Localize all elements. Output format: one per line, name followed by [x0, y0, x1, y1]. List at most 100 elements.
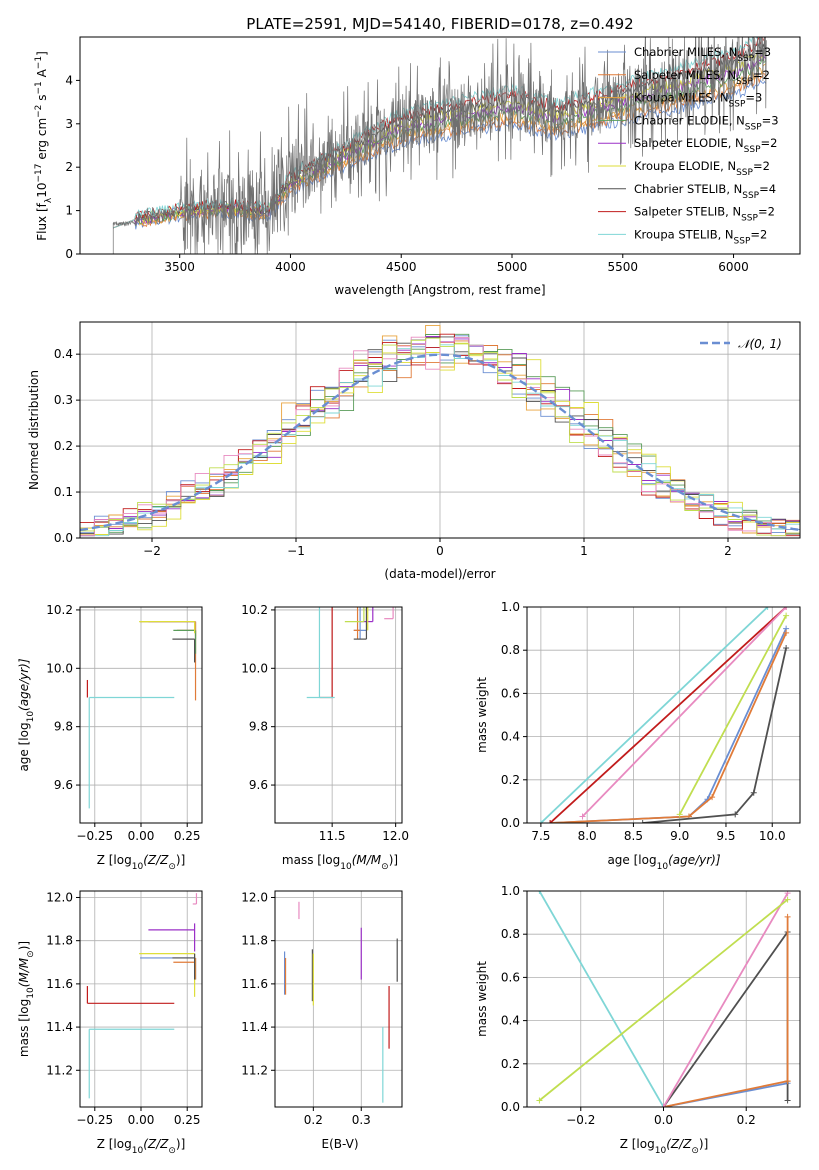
- cum-age-marker: [783, 629, 790, 636]
- spectrum-legend-label-part: =2: [761, 136, 778, 150]
- cum-age-line: [550, 628, 787, 823]
- spectrum-ylabel-part: A: [35, 68, 49, 81]
- cum-z-line: [663, 1080, 788, 1107]
- spectrum-legend-label: Kroupa MILES, NSSP=3: [634, 91, 762, 110]
- mass-ebv-grid: [275, 891, 402, 1107]
- spectrum-legend-label-part: Kroupa STELIB, N: [634, 227, 734, 241]
- spectrum-ylabel-part: erg cm: [35, 118, 49, 164]
- spectrum-plot-area: [112, 37, 767, 254]
- cum-z-ytick-label: 0.4: [501, 1014, 520, 1028]
- cum-age-line: [581, 607, 787, 818]
- cum-age-xtick-label: 8.0: [578, 829, 597, 843]
- age-z-xtick-label: 0.25: [174, 829, 201, 843]
- residuals-histogram: [80, 337, 800, 537]
- spectrum-ytick-label: 2: [65, 160, 73, 174]
- cum-age-ytick-label: 0.8: [501, 643, 520, 657]
- spectrum-legend-label-part: SSP: [737, 54, 754, 64]
- age-mass-point: [353, 607, 367, 640]
- mass-z-point: [173, 957, 197, 980]
- spectrum-legend-label-part: Chabrier ELODIE, N: [634, 113, 745, 127]
- cum-z-line: [538, 898, 789, 1102]
- mass-z-ylabel-part: ⊙: [26, 950, 36, 958]
- cum-age-grid: [527, 606, 800, 824]
- cum-age-xtick-label: 9.0: [670, 829, 689, 843]
- residuals-normal-curve: [80, 353, 800, 532]
- cum-age-marker: [547, 820, 554, 823]
- cum-age-ytick-label: 0.4: [501, 730, 520, 744]
- mass-z-ylabel-part: mass [log: [17, 999, 31, 1057]
- spectrum-xtick-label: 5000: [497, 260, 528, 274]
- mass-ebv-ytick-label: 12.0: [241, 890, 268, 904]
- spectrum-ylabel-part: −1: [34, 81, 44, 94]
- cum-z-marker: [660, 1104, 667, 1107]
- cum-age-xlabel-part: 10: [657, 862, 669, 872]
- age-mass-point: [384, 607, 394, 620]
- mass-z-ytick-label: 12.0: [46, 890, 73, 904]
- cum-age-line: [549, 607, 787, 823]
- spectrum-legend-label-part: =4: [759, 182, 776, 196]
- spectrum-ylabel-part: Flux [f: [35, 202, 49, 240]
- age-mass-xtick-label: 11.5: [319, 829, 346, 843]
- spectrum-legend-label-part: =2: [753, 68, 770, 82]
- cum-age-marker: [783, 645, 790, 652]
- cum-age-marker: [783, 607, 790, 610]
- age-z-xtick-label: 0.00: [128, 829, 155, 843]
- spectrum-ylabel-part: λ: [44, 197, 54, 203]
- cum-age-marker: [709, 794, 716, 801]
- mass-z-ylabel-part: 10: [26, 987, 36, 999]
- age-mass-xtick-label: 12.0: [382, 829, 409, 843]
- mass-z-point: [192, 893, 198, 905]
- spectrum-xtick-label: 4500: [386, 260, 417, 274]
- cum-age-frame: [526, 606, 801, 824]
- age-z-ylabel-part: (age/yr)]: [17, 658, 31, 711]
- cum-age-xtick-label: 7.5: [531, 829, 550, 843]
- cum-z-ytick-label: 0.2: [501, 1057, 520, 1071]
- residuals-xtick-label: −1: [287, 544, 305, 558]
- mass-z-xlabel-part: )]: [176, 1137, 185, 1151]
- spectrum-xtick-label: 3500: [164, 260, 195, 274]
- spectrum-legend-label-part: =2: [753, 159, 770, 173]
- residuals-ytick-label: 0.0: [54, 531, 73, 545]
- cum-age-ytick-label: 0.6: [501, 686, 520, 700]
- spectrum-legend-label: Salpeter MILES, NSSP=2: [634, 68, 770, 87]
- age-z-ytick-label: 10.0: [46, 661, 73, 675]
- age-mass-xlabel-part: 10: [340, 862, 352, 872]
- spectrum-ylabel-part: 10: [35, 183, 49, 198]
- cum-age-plot-area: [537, 607, 790, 823]
- cum-age-marker: [783, 612, 790, 619]
- age-z-xlabel: Z [log10(Z/Z⊙)]: [97, 853, 186, 872]
- age-mass-xlabel-part: mass [log: [282, 853, 340, 867]
- residuals-xtick-label: 2: [724, 544, 732, 558]
- cum-z-ytick-label: 0.8: [501, 927, 520, 941]
- spectrum-legend-label-part: SSP: [729, 100, 746, 110]
- spectrum-legend-label-part: SSP: [745, 122, 762, 132]
- spectrum-frame: [79, 36, 801, 255]
- mass-z-ytick-label: 11.2: [46, 1063, 73, 1077]
- cum-age-marker: [579, 813, 586, 820]
- spectrum-ylabel-part: −1: [34, 56, 44, 69]
- spectrum-legend-label-part: Salpeter ELODIE, N: [634, 136, 744, 150]
- age-z-point: [173, 629, 197, 654]
- mass-ebv-ytick-label: 11.2: [241, 1063, 268, 1077]
- spectrum-legend-label-part: Salpeter MILES, N: [634, 68, 736, 82]
- age-mass-point: [344, 607, 365, 623]
- spectrum-legend-label-part: SSP: [741, 214, 758, 224]
- spectrum-legend-label: Kroupa STELIB, NSSP=2: [634, 227, 767, 246]
- spectrum-xtick-label: 4000: [275, 260, 306, 274]
- cum-age-line: [540, 607, 769, 823]
- cum-z-marker: [784, 1078, 791, 1085]
- cum-z-xlabel-part: 10: [655, 1146, 667, 1156]
- spectrum-ylabel: Flux [fλ10−17 erg cm−2 s−1 A−1]: [34, 51, 54, 241]
- mass-z-xlabel: Z [log10(Z/Z⊙)]: [97, 1137, 186, 1156]
- mass-z-xtick-label: 0.25: [174, 1113, 201, 1127]
- age-mass-xlabel-part: )]: [389, 853, 398, 867]
- spectrum-legend-label-part: SSP: [736, 77, 753, 87]
- spectrum-ytick-label: 3: [65, 117, 73, 131]
- cum-z-xtick-label: −0.2: [566, 1113, 595, 1127]
- mass-z-xlabel-part: Z [log: [97, 1137, 132, 1151]
- cum-z-marker: [784, 913, 791, 920]
- cum-z-marker: [784, 1097, 791, 1104]
- residuals-xtick-label: 0: [436, 544, 444, 558]
- age-vs-mass-panel: 11.5 12.0 9.6 9.8 10.0 10.2 mass [log10(M/M⊙)]: [241, 603, 409, 872]
